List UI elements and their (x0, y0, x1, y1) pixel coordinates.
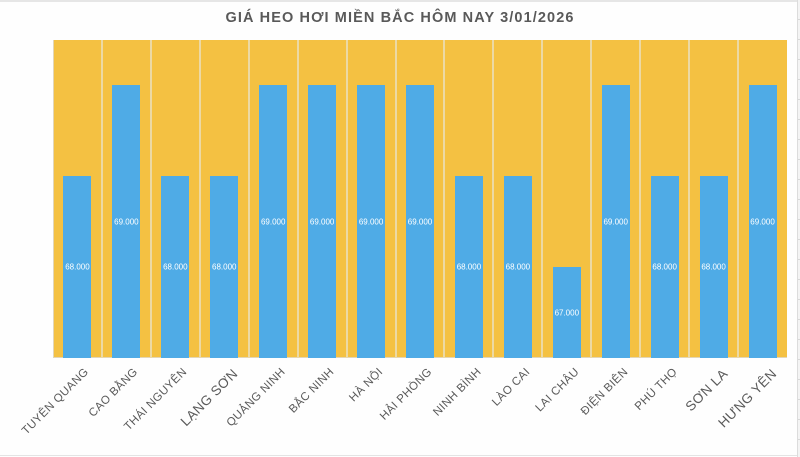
bar[interactable]: 69.000 (748, 85, 777, 358)
x-axis-label: LAI CHÂU (533, 366, 582, 415)
bar[interactable]: 68.000 (210, 176, 239, 358)
data-label: 68.000 (163, 262, 188, 272)
x-axis-label: HÀ NỘI (347, 366, 386, 405)
bar[interactable]: 69.000 (259, 85, 288, 358)
vertical-gridline (737, 40, 740, 358)
vertical-gridline (345, 40, 348, 358)
bar[interactable]: 68.000 (63, 176, 92, 358)
data-label: 68.000 (505, 262, 531, 272)
bar[interactable]: 69.000 (112, 85, 141, 358)
x-axis-label: ĐIỆN BIÊN (578, 366, 631, 418)
vertical-gridline (149, 40, 152, 358)
data-label: 68.000 (65, 262, 90, 272)
bar[interactable]: 68.000 (650, 176, 679, 358)
x-axis-label: CAO BẰNG (87, 366, 141, 420)
bar[interactable]: 69.000 (308, 85, 337, 358)
data-label: 69.000 (407, 217, 433, 227)
x-axis-label: HẢI PHÒNG (377, 366, 435, 423)
vertical-gridline (100, 40, 103, 358)
vertical-gridline (688, 40, 691, 358)
data-label: 68.000 (701, 262, 726, 272)
x-axis-label: TUYÊN QUANG (20, 366, 92, 438)
bar[interactable]: 68.000 (699, 176, 728, 358)
bar[interactable]: 69.000 (601, 85, 630, 358)
data-label: 68.000 (652, 262, 677, 272)
vertical-gridline (541, 40, 544, 358)
data-label: 69.000 (309, 217, 335, 227)
vertical-gridline (198, 40, 201, 358)
vertical-gridline (394, 40, 397, 358)
chart-title: GIÁ HEO HƠI MIỀN BẮC HÔM NAY 3/01/2026 (225, 10, 575, 26)
x-axis-label: NINH BÌNH (431, 366, 484, 419)
vertical-gridline (443, 40, 446, 358)
vertical-gridline (296, 40, 299, 358)
sheet-row-edge (797, 0, 800, 457)
sheet-column-header-strip (0, 0, 800, 2)
vertical-gridline (492, 40, 495, 358)
x-axis-label: SƠN LA (682, 366, 731, 415)
plot-area: 68.000 69.000 68.000 68.000 69.000 69.000 69.0… (53, 40, 787, 358)
vertical-gridline (639, 40, 642, 358)
data-label: 69.000 (114, 217, 139, 227)
bar[interactable]: 68.000 (503, 176, 532, 358)
data-label: 68.000 (456, 262, 482, 272)
chart-bottom-border (0, 455, 797, 456)
data-label: 67.000 (554, 308, 580, 318)
x-axis-label: LÀO CAI (489, 366, 533, 409)
bar[interactable]: 68.000 (161, 176, 190, 358)
vertical-gridline (247, 40, 250, 358)
data-label: 69.000 (750, 217, 775, 227)
bar[interactable]: 67.000 (552, 267, 581, 358)
data-label: 68.000 (212, 262, 237, 272)
bar[interactable]: 68.000 (454, 176, 483, 358)
bar[interactable]: 69.000 (357, 85, 386, 358)
vertical-gridline (590, 40, 593, 358)
bar[interactable]: 69.000 (406, 85, 434, 358)
data-label: 69.000 (358, 217, 384, 227)
x-axis-label: PHÚ THỌ (632, 366, 680, 413)
data-label: 69.000 (603, 217, 628, 227)
x-axis-label: BẮC NINH (287, 366, 337, 416)
data-label: 69.000 (260, 217, 286, 227)
